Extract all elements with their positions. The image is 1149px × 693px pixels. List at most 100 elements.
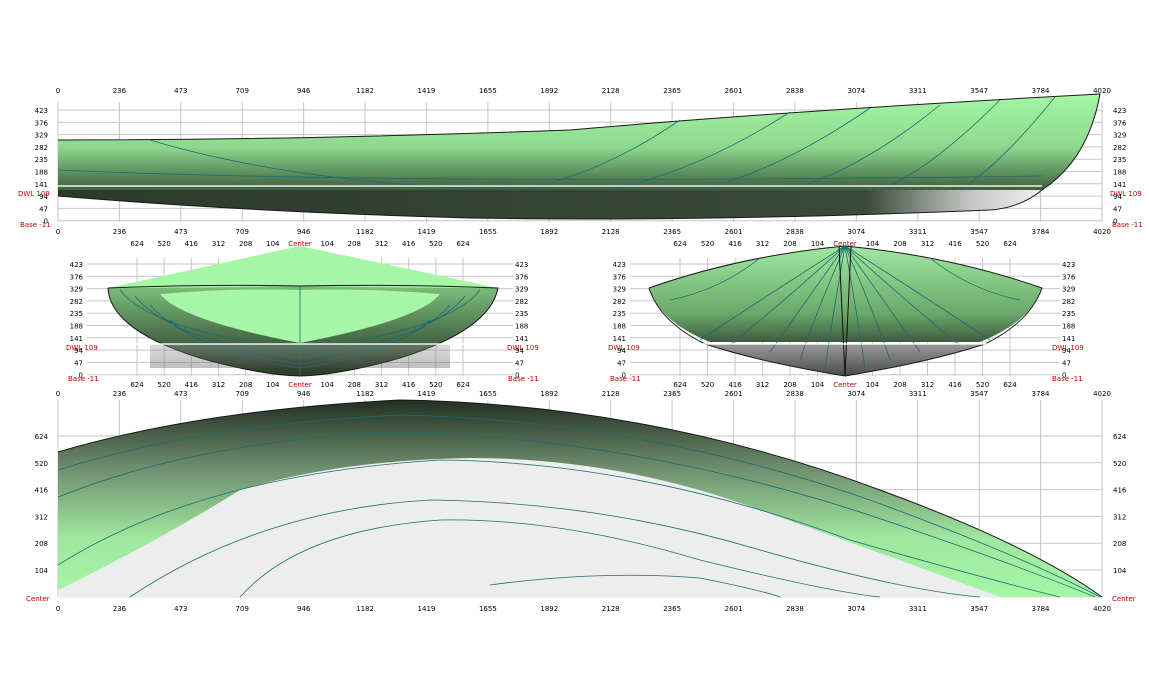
body-plan-right-x-tick-label: Center [833,381,857,389]
body-plan-left-y-tick-label: 47 [74,359,83,367]
profile-x-tick-label: 2601 [725,87,743,95]
profile-x-tick-label: 1419 [418,87,436,95]
plan-x-tick-label: 946 [297,605,311,613]
body-plan-right-x-tick-label: 520 [701,240,714,248]
profile-x-tick-label: 3547 [970,228,988,236]
body-plan-left-y-tick-label: 188 [515,323,528,331]
body-plan-left-x-tick-label: 104 [320,381,334,389]
plan-x-tick-label: 3547 [970,390,988,398]
profile-y-labels-right: 423 376 329 282 235 188 141 94 47 0 [1113,107,1127,226]
body-plan-right-x-labels-bottom: 624 520 416 312 208 104 Center 104 208 312 416 520 6… [673,381,1017,389]
profile-y-tick-label: 0 [1113,218,1117,226]
body-plan-left-dwl-label-right: DWL 109 [507,344,539,352]
body-plan-left-x-labels-top: 624 520 416 312 208 104 Center 104 208 312 416 520 6… [130,240,470,248]
profile-y-tick-label: 188 [1113,169,1126,177]
body-plan-right-x-tick-label: 312 [921,240,934,248]
profile-x-tick-label: 3074 [847,228,865,236]
body-plan-right-y-tick-label: 0 [622,372,626,380]
body-plan-right-hull [649,246,1042,342]
body-plan-left-x-tick-label: 520 [157,240,170,248]
plan-x-tick-label: 236 [113,605,127,613]
body-plan-left: DWL 109 DWL 109 Base -11 Base -11 624 520… [66,240,539,389]
plan-x-tick-label: 2838 [786,605,804,613]
plan-y-labels-right: 624 520 416 312 208 104 [1113,433,1127,575]
profile-x-tick-label: 2365 [663,228,681,236]
profile-y-tick-label: 376 [1113,119,1127,127]
plan-x-tick-label: 1892 [540,605,558,613]
plan-hull-bottom [58,458,1000,597]
plan-y-tick-label: 104 [1113,567,1127,575]
body-plan-right-x-tick-label: 520 [701,381,714,389]
profile-x-tick-label: 3311 [909,87,927,95]
profile-y-tick-label: 141 [35,181,48,189]
body-plan-right-x-tick-label: 624 [673,381,687,389]
body-plan-left-y-tick-label: 141 [515,335,528,343]
plan-x-tick-label: 2601 [725,390,743,398]
profile-x-tick-label: 1182 [356,228,374,236]
body-plan-right-x-tick-label: 624 [1003,381,1017,389]
body-plan-right-y-tick-label: 282 [613,298,626,306]
body-plan-right-x-tick-label: 624 [673,240,687,248]
plan-x-tick-label: 1182 [356,390,374,398]
profile-y-tick-label: 329 [1113,132,1126,140]
body-plan-left-y-tick-label: 376 [70,273,84,281]
profile-hull-topsides [58,94,1100,190]
body-plan-right-y-tick-label: 235 [613,310,626,318]
body-plan-left-x-tick-label: 520 [157,381,170,389]
body-plan-right-y-tick-label: 376 [1062,273,1076,281]
plan-y-tick-label: 208 [35,540,48,548]
profile-dwl-label-right: DWL 109 [1110,190,1142,198]
profile-sheer-line [57,93,1101,220]
body-plan-left-x-tick-label: 312 [212,381,225,389]
body-plan-right-x-tick-label: Center [833,240,857,248]
body-plan-right-x-tick-label: 208 [783,381,796,389]
plan-x-tick-label: 1419 [418,605,436,613]
profile-dwl-label-left: DWL 109 [18,190,50,198]
profile-x-tick-label: 1419 [418,228,436,236]
body-plan-left-x-tick-label: 624 [130,381,144,389]
body-plan-left-x-tick-label: 104 [266,240,280,248]
plan-x-tick-label: 473 [174,605,187,613]
body-plan-left-x-tick-label: Center [288,381,312,389]
body-plan-right-y-tick-label: 47 [1062,359,1071,367]
profile-y-tick-label: 423 [1113,107,1126,115]
profile-y-tick-label: 94 [39,193,48,201]
profile-x-tick-label: 2838 [786,87,804,95]
plan-x-tick-label: 3547 [970,605,988,613]
profile-x-tick-label: 3784 [1032,228,1050,236]
profile-x-labels-bottom: 0 236 473 709 946 1182 1419 1655 1892 2128 2365 260… [56,228,1111,236]
body-plan-right-x-tick-label: 416 [948,381,962,389]
body-plan-right-x-tick-label: 624 [1003,240,1017,248]
profile-x-tick-label: 1892 [540,87,558,95]
body-plan-right-y-labels-right: 423 376 329 282 235 188 141 94 47 0 [1062,261,1076,380]
body-plan-left-x-tick-label: 416 [185,381,199,389]
body-plan-left-y-tick-label: 94 [74,347,83,355]
plan-y-tick-label: 416 [35,487,49,495]
body-plan-right-x-tick-label: 208 [893,240,906,248]
body-plan-right-dwl-label-right: DWL 109 [1052,344,1084,352]
plan-y-tick-label: 520 [1113,460,1126,468]
body-plan-left-y-tick-label: 423 [515,261,528,269]
body-plan-right-base-label-left: Base -11 [610,375,641,383]
profile-x-tick-label: 1182 [356,87,374,95]
plan-x-tick-label: 4020 [1093,390,1111,398]
profile-y-tick-label: 47 [39,205,48,213]
plan-x-tick-label: 1419 [418,390,436,398]
profile-base-label-right: Base -11 [1112,221,1143,229]
body-plan-left-y-tick-label: 0 [515,372,519,380]
plan-waterlines [57,414,1101,598]
body-plan-right-y-tick-label: 94 [1062,347,1071,355]
profile-y-labels-left: 423 376 329 282 235 188 141 94 47 0 [35,107,49,226]
plan-x-tick-label: 236 [113,390,127,398]
body-plan-left-y-labels-left: 423 376 329 282 235 188 141 94 47 0 [70,261,84,380]
profile-x-tick-label: 3074 [847,87,865,95]
profile-y-tick-label: 282 [35,144,48,152]
plan-x-tick-label: 3311 [909,605,927,613]
body-plan-left-y-tick-label: 329 [70,286,83,294]
body-plan-right-stations [669,245,1021,377]
profile-y-tick-label: 94 [1113,193,1122,201]
profile-y-tick-label: 282 [1113,144,1126,152]
profile-x-tick-label: 4020 [1093,228,1111,236]
body-plan-left-y-tick-label: 282 [515,298,528,306]
